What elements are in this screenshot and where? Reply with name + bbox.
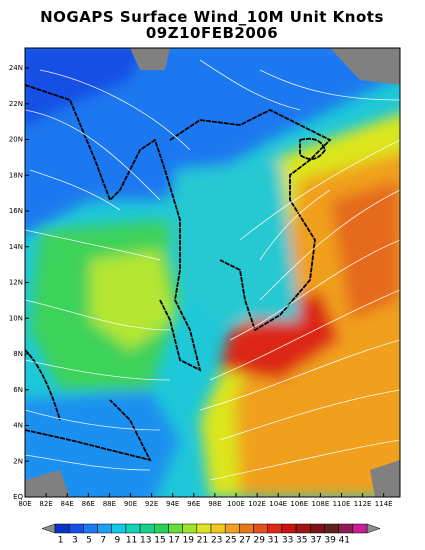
lon-label: 94E [166, 500, 179, 508]
colorbar-label: 11 [126, 536, 137, 546]
map-frame [24, 47, 401, 498]
lon-label: 114E [375, 500, 393, 508]
lat-label: 4N [13, 422, 23, 430]
colorbar-box [139, 523, 155, 534]
colorbar-label: 13 [140, 536, 151, 546]
colorbar-label: 35 [296, 536, 307, 546]
lon-label: 102E [248, 500, 266, 508]
lon-label: 110E [333, 500, 351, 508]
colorbar-label: 25 [225, 536, 236, 546]
lat-label: 20N [9, 136, 23, 144]
colorbar-label: 31 [268, 536, 279, 546]
colorbar-label: 3 [72, 536, 78, 546]
colorbar-box [111, 523, 127, 534]
lat-label: 12N [9, 279, 23, 287]
colorbar-label: 5 [86, 536, 92, 546]
colorbar-label: 29 [253, 536, 265, 546]
colorbar-box [338, 523, 354, 534]
colorbar-box [182, 523, 198, 534]
subtitle: 09Z10FEB2006 [146, 24, 278, 42]
colorbar-label: 23 [211, 536, 222, 546]
lon-label: 86E [82, 500, 95, 508]
lat-label: 18N [9, 171, 23, 179]
colorbar-arrow [366, 523, 381, 534]
lat-label: 24N [9, 64, 23, 72]
colorbar-label: 17 [168, 536, 179, 546]
colorbar-box [239, 523, 254, 534]
lat-label: 2N [13, 457, 23, 465]
colorbar-box [224, 523, 240, 534]
lat-label: 6N [13, 386, 23, 394]
lon-label: 96E [187, 500, 200, 508]
colorbar-label: 19 [183, 536, 195, 546]
lat-label: 8N [13, 350, 23, 358]
colorbar-label: 7 [100, 536, 106, 546]
colorbar-box [281, 523, 297, 534]
colorbar-label: 1 [58, 536, 64, 546]
wind-field [25, 48, 400, 497]
lon-label: 112E [354, 500, 372, 508]
colorbar-label: 37 [310, 536, 321, 546]
lon-label: 90E [124, 500, 137, 508]
colorbar-label: 41 [339, 536, 350, 546]
colorbar-box [324, 523, 339, 534]
colorbar-label: 27 [239, 536, 250, 546]
lat-label: 14N [9, 243, 23, 251]
colorbar-box [154, 523, 169, 534]
title: NOGAPS Surface Wind_10M Unit Knots [40, 8, 384, 26]
colorbar-arrow [41, 523, 56, 534]
lon-label: 98E [208, 500, 221, 508]
lon-label: 104E [269, 500, 287, 508]
colorbar-box [54, 523, 70, 534]
colorbar-box [210, 523, 226, 534]
lat-label: 10N [9, 314, 23, 322]
lon-label: 88E [103, 500, 116, 508]
lon-label: 82E [39, 500, 52, 508]
colorbar-label: 33 [282, 536, 293, 546]
colorbar-label: 21 [197, 536, 208, 546]
lon-label: 92E [145, 500, 158, 508]
lon-label: 108E [312, 500, 330, 508]
colorbar-box [97, 523, 112, 534]
lat-label: 16N [9, 207, 23, 215]
lon-label: 80E [18, 500, 31, 508]
colorbar-box [295, 523, 311, 534]
colorbar-box [352, 523, 368, 534]
lon-label: 84E [61, 500, 74, 508]
lon-label: 106E [290, 500, 308, 508]
colorbar-box [83, 523, 98, 534]
colorbar-box [196, 523, 212, 534]
colorbar-box [267, 523, 283, 534]
colorbar-label: 15 [154, 536, 165, 546]
colorbar-label: 39 [324, 536, 336, 546]
colorbar-box [253, 523, 268, 534]
colorbar-box [310, 523, 325, 534]
lat-label: 22N [9, 100, 23, 108]
lon-label: 100E [227, 500, 245, 508]
colorbar-box [125, 523, 141, 534]
colorbar-label: 9 [115, 536, 121, 546]
lat-label: EQ [13, 493, 23, 501]
colorbar-box [168, 523, 183, 534]
colorbar-box [68, 523, 84, 534]
